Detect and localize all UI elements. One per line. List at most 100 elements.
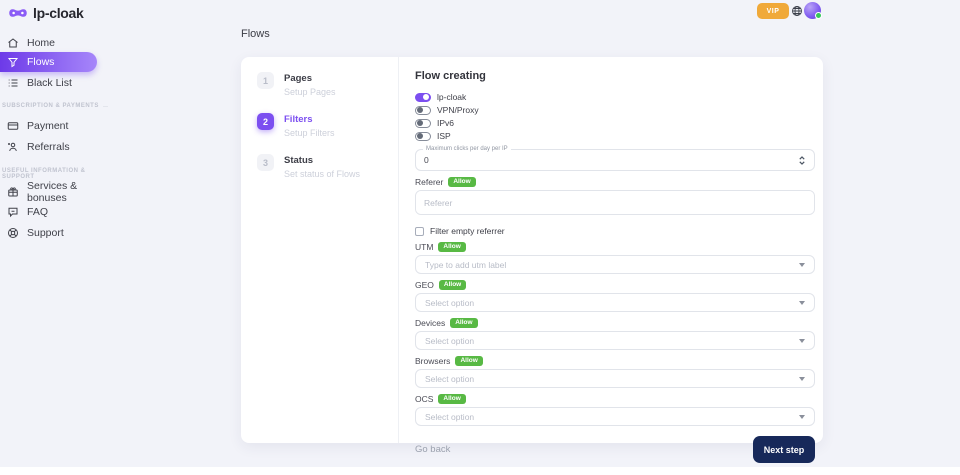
sidebar-item-support[interactable]: Support <box>0 226 110 240</box>
referer-textarea[interactable] <box>415 190 815 215</box>
vpn-proxy-toggle[interactable] <box>415 105 431 115</box>
referer-allow-badge[interactable]: Allow <box>448 176 476 188</box>
toggle-row-vpn-proxy[interactable]: VPN/Proxy <box>415 105 815 115</box>
next-step-button[interactable]: Next step <box>753 436 815 463</box>
browsers-select-placeholder: Select option <box>425 373 475 384</box>
chevron-down-icon[interactable] <box>799 376 805 381</box>
sidebar-item-referrals[interactable]: Referrals <box>0 140 110 154</box>
language-globe-icon[interactable] <box>791 5 803 17</box>
step-title: Pages <box>284 73 312 84</box>
max-clicks-label: Maximum clicks per day per IP <box>423 146 511 152</box>
step-pages[interactable]: 1 Pages Setup Pages <box>257 72 397 97</box>
step-status[interactable]: 3 Status Set status of Flows <box>257 154 397 179</box>
sidebar-item-label: Black List <box>27 77 72 89</box>
sidebar-item-label: Services & bonuses <box>27 180 78 204</box>
sidebar-item-label: Home <box>27 37 56 49</box>
sidebar-item-payment[interactable]: Payment <box>0 119 110 133</box>
page-title: Flows <box>241 28 270 40</box>
credit-card-icon <box>7 120 19 132</box>
toggle-label: ISP <box>437 131 451 141</box>
chevron-down-icon[interactable] <box>799 300 805 305</box>
filter-empty-referrer-checkbox[interactable] <box>415 226 424 236</box>
ocs-label-row: OCS Allow <box>415 393 815 405</box>
sidebar-item-flows[interactable]: Flows <box>0 52 97 72</box>
flows-icon <box>7 56 19 68</box>
gift-icon <box>7 186 19 198</box>
person-add-icon <box>7 141 19 153</box>
max-clicks-field[interactable]: Maximum clicks per day per IP <box>415 146 815 171</box>
geo-allow-badge[interactable]: Allow <box>438 279 467 291</box>
form-title: Flow creating <box>415 70 486 82</box>
form-footer: Go back Next step <box>415 436 815 463</box>
utm-label: UTM <box>415 242 434 252</box>
sidebar-item-label: Payment <box>27 120 69 132</box>
devices-label: Devices <box>415 318 446 328</box>
filter-empty-referrer-label: Filter empty referrer <box>430 226 505 236</box>
isp-toggle[interactable] <box>415 131 431 141</box>
step-number: 1 <box>257 72 274 89</box>
home-icon <box>7 37 19 49</box>
vip-button[interactable]: VIP <box>757 3 789 19</box>
devices-select[interactable]: Select option <box>415 331 815 350</box>
toggle-row-lp-cloak[interactable]: lp-cloak <box>415 92 815 102</box>
filters-form: Flow creating lp-cloak VPN/Proxy IPv6 IS… <box>415 70 815 463</box>
chevron-down-icon[interactable] <box>799 338 805 343</box>
sidebar: Home Flows Black List SUBSCRIPTION & PAY… <box>0 0 110 475</box>
max-clicks-input[interactable] <box>424 155 798 165</box>
toggle-label: lp-cloak <box>437 92 467 102</box>
utm-allow-badge[interactable]: Allow <box>438 241 466 253</box>
steps-panel: 1 Pages Setup Pages 2 Filters Setup Filt… <box>257 72 397 195</box>
referer-label: Referer <box>415 177 444 187</box>
flow-creation-card: 1 Pages Setup Pages 2 Filters Setup Filt… <box>241 57 823 463</box>
chevron-down-icon[interactable] <box>799 262 805 267</box>
toggle-label: VPN/Proxy <box>437 105 479 115</box>
step-number: 3 <box>257 154 274 171</box>
ocs-select-placeholder: Select option <box>425 411 475 422</box>
sidebar-item-services-bonuses[interactable]: Services & bonuses <box>0 180 110 204</box>
browsers-label-row: Browsers Allow <box>415 355 815 367</box>
chevron-down-icon[interactable] <box>799 414 805 419</box>
sidebar-item-home[interactable]: Home <box>0 36 110 50</box>
utm-label-row: UTM Allow <box>415 241 815 253</box>
bottom-strip <box>0 467 960 475</box>
lifebuoy-icon <box>7 227 19 239</box>
sidebar-item-label: Flows <box>27 56 55 68</box>
card-divider <box>398 57 399 443</box>
browsers-select[interactable]: Select option <box>415 369 815 388</box>
app-logo[interactable]: lp-cloak <box>8 5 84 21</box>
lp-cloak-toggle[interactable] <box>415 92 431 102</box>
number-spinner-icon[interactable] <box>798 155 806 166</box>
ipv6-toggle[interactable] <box>415 118 431 128</box>
devices-label-row: Devices Allow <box>415 317 815 329</box>
toggle-row-ipv6[interactable]: IPv6 <box>415 118 815 128</box>
step-subtitle: Set status of Flows <box>284 169 361 179</box>
sidebar-item-label: Support <box>27 227 64 239</box>
ocs-select[interactable]: Select option <box>415 407 815 426</box>
filter-empty-referrer-row[interactable]: Filter empty referrer <box>415 226 815 236</box>
utm-select[interactable] <box>415 255 815 274</box>
devices-allow-badge[interactable]: Allow <box>450 317 478 329</box>
utm-input[interactable] <box>425 259 799 270</box>
user-avatar[interactable] <box>804 2 822 19</box>
geo-label: GEO <box>415 280 434 290</box>
sidebar-item-faq[interactable]: FAQ <box>0 205 110 219</box>
step-subtitle: Setup Pages <box>284 87 336 97</box>
step-subtitle: Setup Filters <box>284 128 335 138</box>
browsers-allow-badge[interactable]: Allow <box>455 355 483 367</box>
geo-select[interactable]: Select option <box>415 293 815 312</box>
step-filters[interactable]: 2 Filters Setup Filters <box>257 113 397 138</box>
step-title: Status <box>284 155 314 166</box>
geo-select-placeholder: Select option <box>425 297 475 308</box>
toggle-label: IPv6 <box>437 118 455 128</box>
sidebar-section-title: SUBSCRIPTION & PAYMENTS <box>2 103 108 109</box>
toggle-row-isp[interactable]: ISP <box>415 131 815 141</box>
referer-label-row: Referer Allow <box>415 176 815 188</box>
ocs-allow-badge[interactable]: Allow <box>438 393 466 405</box>
list-icon <box>7 77 19 89</box>
logo-text: lp-cloak <box>33 5 84 21</box>
sidebar-section-title: USEFUL INFORMATION & SUPPORT <box>2 168 108 180</box>
sidebar-item-label: Referrals <box>27 141 70 153</box>
ocs-label: OCS <box>415 394 434 404</box>
sidebar-item-black-list[interactable]: Black List <box>0 76 110 90</box>
go-back-button[interactable]: Go back <box>415 444 451 455</box>
